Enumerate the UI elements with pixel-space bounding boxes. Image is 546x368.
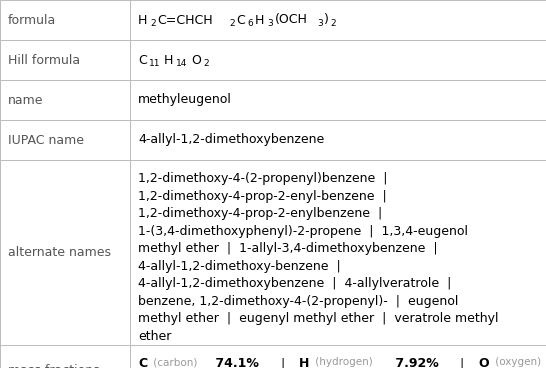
Text: 11: 11 [149, 59, 161, 68]
Text: 1,2-dimethoxy-4-prop-2-enylbenzene  |: 1,2-dimethoxy-4-prop-2-enylbenzene | [138, 207, 382, 220]
Bar [0, 40, 130, 80]
Text: benzene, 1,2-dimethoxy-4-(2-propenyl)-  |  eugenol: benzene, 1,2-dimethoxy-4-(2-propenyl)- |… [138, 295, 458, 308]
Text: 14: 14 [176, 59, 187, 68]
Text: 3: 3 [267, 19, 273, 28]
Text: 2: 2 [204, 59, 209, 68]
Bar [0, 0, 130, 40]
Bar [130, 345, 546, 368]
Text: 1,2-dimethoxy-4-(2-propenyl)benzene  |: 1,2-dimethoxy-4-(2-propenyl)benzene | [138, 172, 388, 185]
Text: ether: ether [138, 330, 171, 343]
Text: O: O [478, 357, 489, 368]
Bar [0, 345, 130, 368]
Bar [130, 40, 546, 80]
Text: (oxygen): (oxygen) [492, 357, 541, 367]
Text: (OCH: (OCH [275, 14, 307, 26]
Text: C=CHCH: C=CHCH [157, 14, 213, 26]
Text: C: C [236, 14, 245, 26]
Text: 4-allyl-1,2-dimethoxybenzene: 4-allyl-1,2-dimethoxybenzene [138, 134, 324, 146]
Text: alternate names: alternate names [8, 246, 111, 259]
Text: IUPAC name: IUPAC name [8, 134, 84, 146]
Text: 1-(3,4-dimethoxyphenyl)-2-propene  |  1,3,4-eugenol: 1-(3,4-dimethoxyphenyl)-2-propene | 1,3,… [138, 225, 468, 238]
Text: H: H [299, 357, 309, 368]
Text: 7.92%: 7.92% [390, 357, 438, 368]
Text: 2: 2 [331, 19, 336, 28]
Text: 1,2-dimethoxy-4-prop-2-enyl-benzene  |: 1,2-dimethoxy-4-prop-2-enyl-benzene | [138, 190, 387, 203]
Text: formula: formula [8, 14, 56, 26]
Bar [130, 0, 546, 40]
Text: |: | [452, 357, 472, 368]
Text: |: | [272, 357, 293, 368]
Bar [130, 80, 546, 120]
Bar [0, 120, 130, 160]
Bar [0, 80, 130, 120]
Text: name: name [8, 93, 44, 106]
Text: (carbon): (carbon) [150, 357, 197, 367]
Bar [130, 160, 546, 345]
Text: H: H [255, 14, 264, 26]
Text: C: C [138, 357, 147, 368]
Text: 6: 6 [248, 19, 253, 28]
Text: O: O [191, 53, 201, 67]
Text: C: C [138, 53, 147, 67]
Text: mass fractions: mass fractions [8, 364, 99, 368]
Text: 3: 3 [317, 19, 323, 28]
Bar [0, 160, 130, 345]
Text: (hydrogen): (hydrogen) [312, 357, 373, 367]
Text: 2: 2 [229, 19, 235, 28]
Text: 74.1%: 74.1% [211, 357, 259, 368]
Text: 2: 2 [150, 19, 156, 28]
Text: Hill formula: Hill formula [8, 53, 80, 67]
Bar [130, 120, 546, 160]
Text: H: H [138, 14, 147, 26]
Text: ): ) [324, 14, 329, 26]
Text: methyleugenol: methyleugenol [138, 93, 232, 106]
Text: 4-allyl-1,2-dimethoxy-benzene  |: 4-allyl-1,2-dimethoxy-benzene | [138, 260, 341, 273]
Text: 4-allyl-1,2-dimethoxybenzene  |  4-allylveratrole  |: 4-allyl-1,2-dimethoxybenzene | 4-allylve… [138, 277, 452, 290]
Text: methyl ether  |  1-allyl-3,4-dimethoxybenzene  |: methyl ether | 1-allyl-3,4-dimethoxybenz… [138, 242, 437, 255]
Text: methyl ether  |  eugenyl methyl ether  |  veratrole methyl: methyl ether | eugenyl methyl ether | ve… [138, 312, 498, 325]
Text: H: H [164, 53, 174, 67]
